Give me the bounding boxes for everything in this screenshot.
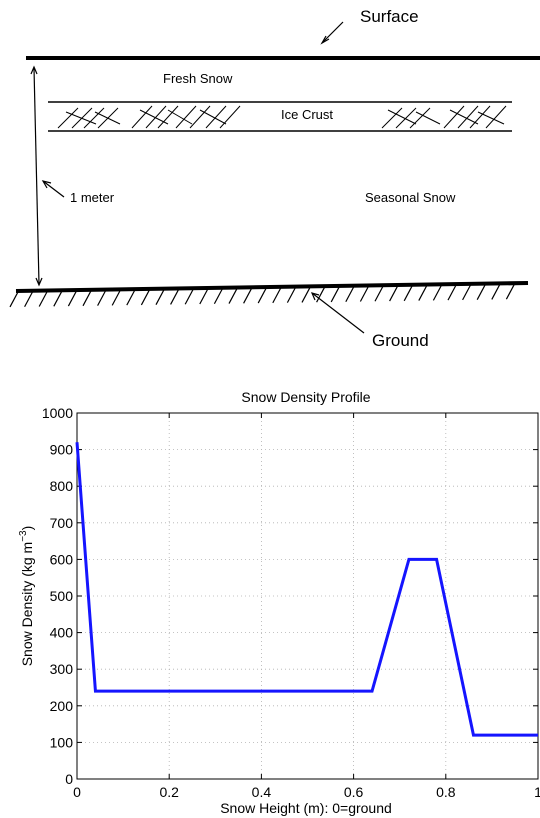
ground-pointer-arrowhead [310, 292, 320, 301]
y-tick-label: 1000 [42, 405, 73, 421]
ground-hatching [9, 283, 515, 308]
height-arrow-top-head [30, 65, 38, 75]
ground-hatch-mark [374, 285, 384, 302]
y-tick-label: 0 [65, 771, 73, 787]
y-tick-label: 200 [50, 698, 74, 714]
ground-hatch-mark [301, 287, 311, 303]
ground-hatch-mark [462, 284, 472, 301]
ground-hatch-mark [505, 283, 515, 300]
ground-hatch-mark [126, 289, 136, 306]
ground-hatch-mark [24, 291, 34, 308]
x-axis-ticks: 0 0.2 0.4 0.6 0.8 1 [73, 413, 540, 800]
ground-hatch-mark [243, 288, 253, 304]
ground-hatch-mark [447, 284, 457, 301]
ground-hatch-mark [184, 288, 194, 305]
ground-hatch-mark [111, 290, 121, 306]
x-tick-label: 0.2 [159, 784, 179, 800]
fresh-snow-label: Fresh Snow [163, 71, 233, 86]
ground-hatch-mark [82, 290, 92, 307]
ground-hatch-mark [389, 285, 399, 302]
ground-hatch-mark [213, 288, 223, 305]
height-arrow-shaft [33, 67, 40, 285]
plot-frame [76, 412, 539, 780]
surface-pointer-arrowhead [320, 35, 330, 45]
one-meter-pointer [42, 180, 65, 198]
ground-hatch-mark [476, 284, 486, 300]
seasonal-snow-label: Seasonal Snow [365, 190, 456, 205]
x-tick-label: 0.4 [252, 784, 272, 800]
surface-label: Surface [360, 7, 419, 26]
one-meter-pointer-head [41, 180, 52, 189]
y-axis-label: Snow Density (kg m−3) [18, 526, 35, 667]
y-axis-label-main: Snow Density (kg m [19, 542, 35, 666]
x-axis-label: Snow Height (m): 0=ground [220, 800, 392, 816]
ground-hatch-mark [257, 287, 267, 304]
y-tick-label: 700 [50, 515, 74, 531]
ground-hatch-mark [97, 290, 107, 306]
y-tick-label: 400 [50, 625, 74, 641]
ground-hatch-mark [272, 287, 282, 304]
ground-hatch-mark [316, 286, 326, 303]
ground-hatch-mark [38, 291, 48, 307]
y-tick-label: 800 [50, 478, 74, 494]
snow-density-chart: Snow Density Profile 0 0.2 0.4 0.6 0.8 1 0 100… [18, 389, 540, 816]
ice-crust-label: Ice Crust [281, 107, 333, 122]
y-axis-label-exponent: −3 [18, 530, 29, 542]
y-axis-label-close: ) [19, 526, 35, 531]
y-tick-label: 300 [50, 661, 74, 677]
ground-hatch-mark [67, 290, 77, 307]
ground-hatch-mark [228, 288, 238, 304]
ground-hatch-mark [491, 284, 501, 300]
x-tick-label: 0.8 [436, 784, 456, 800]
surface-pointer-arrow [321, 21, 344, 44]
ground-hatch-mark [170, 289, 180, 305]
ground-pointer-arrow [311, 292, 365, 334]
ground-hatch-mark [9, 291, 19, 308]
x-tick-label: 0.6 [344, 784, 364, 800]
x-tick-label: 1 [534, 784, 540, 800]
ground-hatch-mark [403, 285, 413, 302]
ground-hatch-mark [140, 289, 150, 306]
ground-hatch-mark [286, 287, 296, 303]
y-tick-label: 900 [50, 442, 74, 458]
chart-title: Snow Density Profile [241, 389, 370, 405]
ground-hatch-mark [432, 285, 442, 301]
ground-hatch-mark [345, 286, 355, 303]
snowpack-diagram: Surface Fresh Snow Ice Crust [9, 7, 540, 350]
y-tick-label: 100 [50, 734, 74, 750]
height-arrow-bottom-head [35, 277, 43, 287]
one-meter-label: 1 meter [70, 190, 115, 205]
ground-hatch-mark [199, 288, 209, 305]
grid-lines [77, 413, 538, 779]
ice-crust-hatching [57, 105, 507, 129]
ground-hatch-mark [330, 286, 340, 303]
ground-label: Ground [372, 331, 429, 350]
ground-hatch-mark [359, 286, 369, 302]
ground-hatch-mark [418, 285, 428, 301]
y-tick-label: 600 [50, 551, 74, 567]
ground-line [15, 281, 529, 293]
series-line [75, 442, 538, 737]
ground-hatch-mark [155, 289, 165, 305]
y-tick-label: 500 [50, 588, 74, 604]
ground-hatch-mark [53, 291, 63, 307]
x-tick-label: 0 [73, 784, 81, 800]
